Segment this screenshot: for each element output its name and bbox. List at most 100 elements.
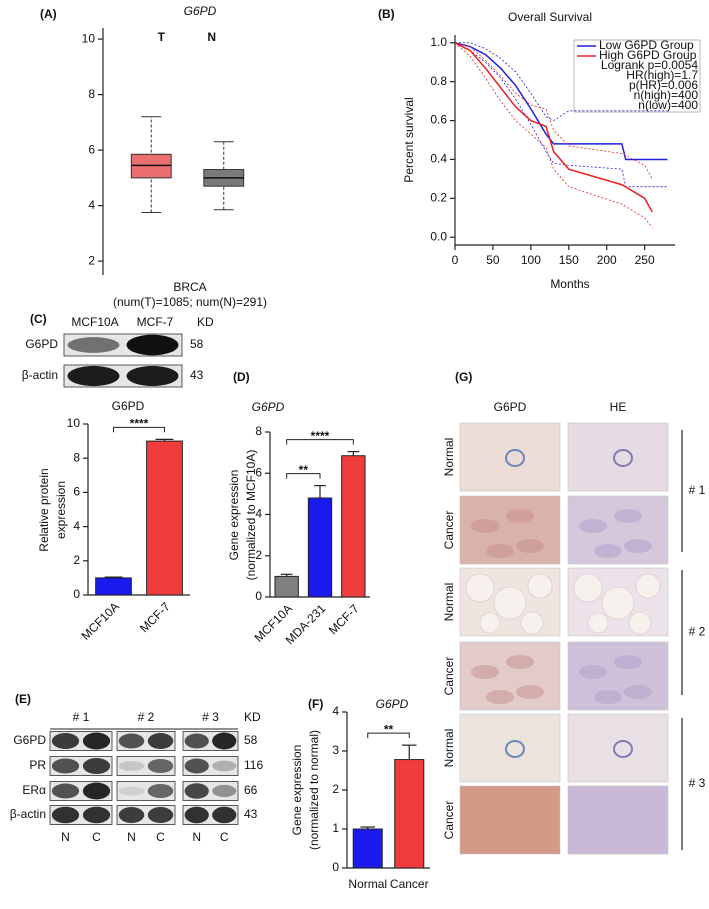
fat-cell [587, 612, 609, 634]
panel-label: (E) [15, 692, 31, 706]
duct [505, 740, 525, 758]
group-label: # 1 [73, 710, 90, 724]
y-tick-label: 1 [332, 821, 339, 835]
blot-band [147, 733, 174, 749]
significance-label: ** [299, 463, 309, 477]
row-label: Cancer [442, 511, 456, 550]
blot-band [212, 732, 237, 750]
row-label: β-actin [22, 368, 58, 382]
blot-band [82, 806, 111, 824]
blot-band [147, 758, 174, 774]
kd-label: 58 [190, 337, 204, 351]
panel-label: (G) [455, 370, 472, 384]
blot-band [126, 365, 179, 387]
y-tick-label: 2 [73, 553, 80, 567]
case-label: # 1 [689, 483, 706, 497]
y-tick-label: 6 [73, 485, 80, 499]
y-tick-label: 2 [88, 253, 95, 267]
y-tick-label: 0 [332, 860, 339, 874]
blot-band [126, 334, 179, 356]
blot-band [212, 760, 237, 772]
category-label: T [158, 30, 166, 44]
bar [341, 455, 366, 598]
duct [613, 449, 633, 467]
lane-label: C [156, 830, 165, 844]
x-tick-label: 250 [635, 253, 655, 267]
row-label: β-actin [10, 807, 46, 821]
fat-cell [520, 611, 544, 635]
x-tick-label: MCF10A [78, 599, 121, 642]
duct [505, 449, 525, 467]
tissue-cluster [579, 519, 607, 533]
chart-title: Overall Survival [508, 10, 592, 24]
fat-cell [465, 573, 495, 603]
chart-x-label: Months [550, 277, 589, 291]
group-label: # 3 [202, 710, 219, 724]
lane-label: MCF-7 [137, 315, 174, 329]
survival-curve [454, 42, 668, 161]
blot-band [67, 337, 120, 353]
tissue-image [567, 785, 669, 855]
case-label: # 3 [689, 776, 706, 790]
x-tick-label: 100 [521, 253, 541, 267]
bar [274, 575, 299, 598]
bar [394, 759, 425, 869]
y-tick-label: 2 [332, 782, 339, 796]
tissue-cluster [594, 544, 622, 558]
group-label: # 2 [138, 710, 155, 724]
unit-label: KD [197, 315, 214, 329]
unit-label: KD [244, 710, 261, 724]
fat-cell [601, 586, 635, 620]
blot-band [184, 758, 209, 774]
column-label: HE [610, 400, 627, 414]
panel-label: (F) [308, 697, 323, 711]
tissue-image [459, 422, 561, 492]
annotation: n(high)=400 [634, 88, 699, 102]
tissue-cluster [486, 690, 514, 704]
significance-bracket [286, 439, 354, 445]
tissue-image [459, 641, 561, 711]
kd-label: 58 [244, 733, 258, 747]
blot-band [51, 733, 80, 749]
row-label: ERα [22, 783, 46, 797]
lane-label: C [92, 830, 101, 844]
significance-label: **** [311, 429, 330, 443]
kd-label: 43 [190, 368, 204, 382]
y-tick-label: 0 [255, 589, 262, 603]
blot-band [212, 806, 237, 824]
lane-label: N [127, 830, 136, 844]
bar [352, 828, 383, 869]
y-tick-label: 6 [88, 142, 95, 156]
tissue-cluster [471, 519, 499, 533]
row-label: Cancer [442, 657, 456, 696]
tissue-cluster [471, 665, 499, 679]
chart-title: G6PD [184, 4, 217, 18]
y-axis-label: Gene expression [290, 745, 304, 836]
tissue-cluster [506, 509, 534, 523]
significance-bracket [367, 732, 410, 739]
blot-band [82, 758, 111, 774]
blot-band [147, 807, 174, 823]
y-tick-label: 4 [73, 519, 80, 533]
blot-band [212, 784, 237, 798]
legend-label: High G6PD Group [599, 48, 697, 62]
row-label: Normal [442, 583, 456, 622]
row-label: G6PD [13, 733, 46, 747]
legend-label: Low G6PD Group [599, 38, 694, 52]
bar [146, 440, 183, 596]
y-tick-label: 10 [67, 416, 81, 430]
y-tick-label: 0.8 [430, 74, 447, 88]
chart-y-label: Percent survival [402, 97, 416, 182]
kd-label: 116 [244, 758, 263, 772]
tissue-cluster [516, 685, 544, 699]
column-label: G6PD [494, 400, 527, 414]
tissue-image [567, 641, 669, 711]
bar [307, 497, 333, 598]
row-label: G6PD [25, 337, 58, 351]
y-axis-label: (normalized to normal) [307, 730, 321, 850]
y-tick-label: 6 [255, 465, 262, 479]
y-axis-label: (normalized to MCF10A) [244, 450, 258, 581]
panel-label: (D) [233, 370, 250, 384]
chart-title: G6PD [112, 399, 145, 413]
y-axis-label: Relative protein [37, 468, 51, 551]
